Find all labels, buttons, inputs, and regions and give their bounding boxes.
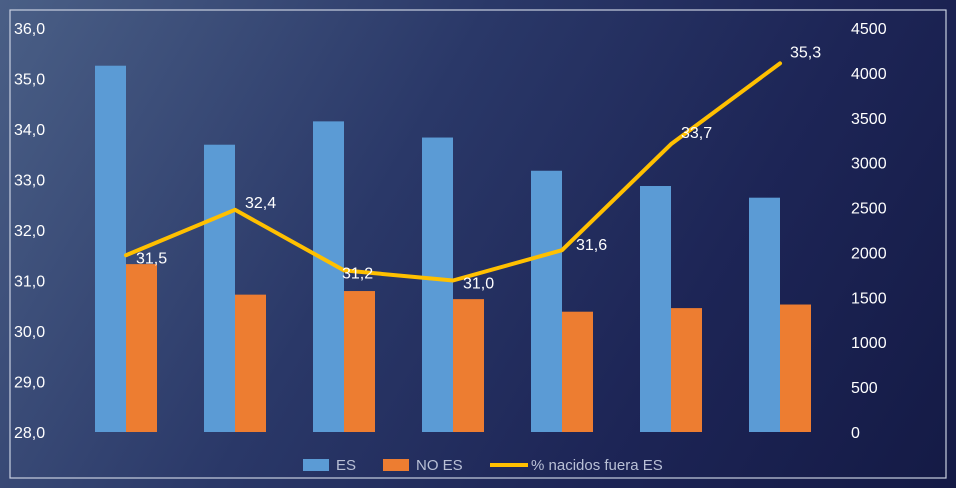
plot-border: [9, 9, 947, 479]
bar-no-es: [344, 291, 375, 432]
bar-no-es: [126, 264, 157, 432]
line-data-labels: 31,5 32,4 31,2 31,0 31,6 33,7 35,3: [136, 44, 821, 292]
right-axis-tick-label: 4500: [851, 21, 887, 38]
right-axis-tick-label: 3000: [851, 156, 887, 173]
line-data-label: 31,5: [136, 250, 167, 267]
left-axis-tick-label: 31,0: [14, 274, 45, 291]
bar-es: [95, 65, 126, 432]
line-data-label: 31,0: [463, 276, 494, 293]
left-axis-tick-label: 30,0: [14, 324, 45, 341]
left-axis-tick-label: 34,0: [14, 122, 45, 139]
left-axis-tick-label: 33,0: [14, 173, 45, 190]
left-axis-tick-label: 28,0: [14, 425, 45, 442]
bar-series: [95, 65, 811, 433]
bar-es: [640, 186, 671, 432]
bar-no-es: [235, 294, 266, 432]
bar-no-es: [453, 299, 484, 432]
left-axis-tick-label: 35,0: [14, 72, 45, 89]
right-axis-tick-label: 500: [851, 380, 878, 397]
right-axis-tick-label: 1500: [851, 290, 887, 307]
left-axis-tick-label: 36,0: [14, 21, 45, 38]
left-axis-tick-label: 29,0: [14, 375, 45, 392]
legend-swatch: [303, 459, 329, 471]
bar-no-es: [562, 311, 593, 432]
right-axis-tick-label: 2000: [851, 245, 887, 262]
line-data-label: 35,3: [790, 44, 821, 61]
line-pct-nacidos: [124, 61, 782, 283]
right-axis-tick-label: 4000: [851, 66, 887, 83]
bar-no-es: [671, 308, 702, 432]
right-axis: 0 500 1000 1500 2000 2500 3000 3500 4000 4500: [851, 21, 887, 442]
bar-es: [313, 121, 344, 432]
right-axis-tick-label: 0: [851, 425, 860, 442]
bar-es: [531, 170, 562, 432]
right-axis-tick-label: 3500: [851, 111, 887, 128]
line-data-label: 33,7: [681, 125, 712, 142]
line-data-label: 32,4: [245, 195, 276, 212]
bar-es: [749, 197, 780, 432]
line-data-label: 31,6: [576, 237, 607, 254]
legend: ES NO ES % nacidos fuera ES: [303, 457, 663, 474]
bar-no-es: [780, 304, 811, 432]
left-axis-tick-label: 32,0: [14, 223, 45, 240]
legend-label: ES: [336, 457, 356, 474]
line-series: [124, 61, 782, 283]
legend-label: NO ES: [416, 457, 463, 474]
bar-es: [204, 144, 235, 432]
bar-es: [422, 137, 453, 433]
left-axis: 28,0 29,0 30,0 31,0 32,0 33,0 34,0 35,0 36,0: [14, 21, 45, 442]
right-axis-tick-label: 2500: [851, 201, 887, 218]
legend-label: % nacidos fuera ES: [531, 457, 663, 474]
legend-swatch: [383, 459, 409, 471]
line-data-label: 31,2: [342, 265, 373, 282]
right-axis-tick-label: 1000: [851, 335, 887, 352]
